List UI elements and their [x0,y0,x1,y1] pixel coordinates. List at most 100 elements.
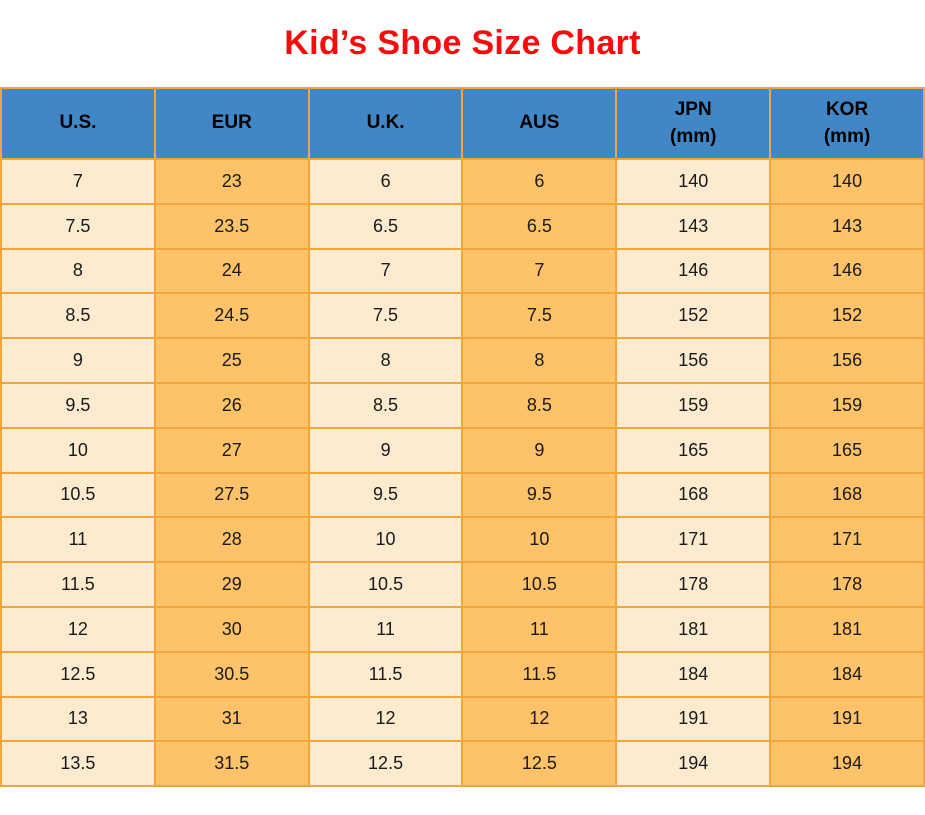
cell: 8 [461,337,618,384]
cell: 6.5 [307,202,464,250]
cell: 8 [0,247,156,295]
cell: 7.5 [0,202,156,250]
cell: 178 [615,561,772,608]
cell: 194 [769,740,925,788]
column-header-eur: EUR [153,87,310,160]
cell: 6.5 [461,202,618,250]
cell: 10 [461,516,618,564]
cell: 12 [307,695,464,743]
table-header: U.S. EUR U.K. AUS JPN (mm) KOR (mm) [0,87,925,160]
cell: 31 [153,695,310,743]
cell: 7.5 [307,292,464,340]
cell: 156 [769,337,925,384]
cell: 171 [769,516,925,564]
table-row: 12 30 11 11 181 181 [0,605,925,653]
cell: 11.5 [461,650,618,698]
column-header-aus: AUS [461,87,618,160]
cell: 12.5 [307,740,464,788]
cell: 23 [153,158,310,205]
column-header-jpn-mm: JPN (mm) [615,87,772,160]
cell: 6 [461,158,618,205]
cell: 168 [769,471,925,519]
cell: 184 [615,650,772,698]
cell: 191 [615,695,772,743]
table-row: 7 23 6 6 140 140 [0,158,925,205]
cell: 159 [615,381,772,429]
table-row: 11.5 29 10.5 10.5 178 178 [0,561,925,608]
cell: 28 [153,516,310,564]
column-header-u-k: U.K. [307,87,464,160]
cell: 8.5 [461,381,618,429]
table-row: 10 27 9 9 165 165 [0,426,925,474]
table-row: 8.5 24.5 7.5 7.5 152 152 [0,292,925,340]
cell: 146 [769,247,925,295]
cell: 10.5 [307,561,464,608]
cell: 30.5 [153,650,310,698]
table-row: 9 25 8 8 156 156 [0,337,925,384]
cell: 12 [461,695,618,743]
table-row: 10.5 27.5 9.5 9.5 168 168 [0,471,925,519]
table-row: 11 28 10 10 171 171 [0,516,925,564]
cell: 143 [769,202,925,250]
cell: 7 [0,158,156,205]
cell: 10.5 [0,471,156,519]
cell: 140 [615,158,772,205]
table-row: 7.5 23.5 6.5 6.5 143 143 [0,202,925,250]
cell: 24 [153,247,310,295]
cell: 13.5 [0,740,156,788]
cell: 152 [769,292,925,340]
table-row: 9.5 26 8.5 8.5 159 159 [0,381,925,429]
table-row: 12.5 30.5 11.5 11.5 184 184 [0,650,925,698]
cell: 11 [0,516,156,564]
page-title: Kid’s Shoe Size Chart [284,24,641,62]
cell: 10 [0,426,156,474]
cell: 8 [307,337,464,384]
table-row: 13.5 31.5 12.5 12.5 194 194 [0,740,925,788]
cell: 156 [615,337,772,384]
cell: 7.5 [461,292,618,340]
shoe-size-table: U.S. EUR U.K. AUS JPN (mm) KOR (mm) 7 23 6 6 140 1… [0,87,925,788]
cell: 181 [769,605,925,653]
cell: 146 [615,247,772,295]
cell: 24.5 [153,292,310,340]
cell: 194 [615,740,772,788]
cell: 11 [307,605,464,653]
cell: 181 [615,605,772,653]
cell: 6 [307,158,464,205]
cell: 171 [615,516,772,564]
column-header-kor-mm: KOR (mm) [769,87,925,160]
cell: 8.5 [307,381,464,429]
cell: 11.5 [0,561,156,608]
cell: 140 [769,158,925,205]
cell: 30 [153,605,310,653]
column-header-u-s: U.S. [0,87,156,160]
cell: 12 [0,605,156,653]
table-row: 8 24 7 7 146 146 [0,247,925,295]
cell: 9 [0,337,156,384]
table-row: 13 31 12 12 191 191 [0,695,925,743]
cell: 13 [0,695,156,743]
cell: 27.5 [153,471,310,519]
cell: 11 [461,605,618,653]
cell: 178 [769,561,925,608]
cell: 152 [615,292,772,340]
cell: 9 [461,426,618,474]
cell: 9.5 [0,381,156,429]
cell: 184 [769,650,925,698]
cell: 9.5 [307,471,464,519]
cell: 9.5 [461,471,618,519]
cell: 10 [307,516,464,564]
cell: 23.5 [153,202,310,250]
cell: 11.5 [307,650,464,698]
header-row: U.S. EUR U.K. AUS JPN (mm) KOR (mm) [0,87,925,160]
cell: 7 [307,247,464,295]
cell: 159 [769,381,925,429]
cell: 143 [615,202,772,250]
cell: 25 [153,337,310,384]
cell: 168 [615,471,772,519]
cell: 9 [307,426,464,474]
cell: 26 [153,381,310,429]
cell: 165 [615,426,772,474]
cell: 12.5 [461,740,618,788]
cell: 27 [153,426,310,474]
